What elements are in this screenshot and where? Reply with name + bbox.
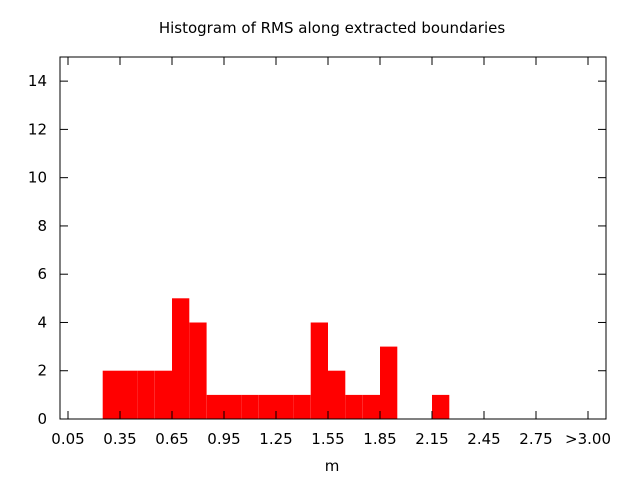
x-tick-label-2: 0.65 [155, 430, 188, 448]
histogram-bar-13 [328, 370, 346, 419]
histogram-bar-17 [432, 394, 450, 419]
histogram-bar-5 [189, 322, 207, 419]
histogram-bar-6 [206, 394, 224, 419]
histogram-bar-0 [102, 370, 120, 419]
y-tick-label-6: 12 [28, 120, 47, 138]
x-tick-label-1: 0.35 [103, 430, 136, 448]
histogram-bar-15 [362, 394, 380, 419]
histogram-bar-1 [120, 370, 138, 419]
x-tick-label-5: 1.55 [311, 430, 344, 448]
x-tick-label-0: 0.05 [51, 430, 84, 448]
x-tick-label-6: 1.85 [363, 430, 396, 448]
histogram-bar-2 [137, 370, 155, 419]
y-tick-label-7: 14 [28, 72, 47, 90]
histogram-bar-10 [276, 394, 294, 419]
bars-group [102, 298, 450, 419]
plot-frame [59, 56, 607, 420]
histogram-bar-4 [172, 298, 190, 419]
x-tick-label-10: >3.00 [565, 430, 611, 448]
histogram-bar-7 [224, 394, 242, 419]
x-tick-label-4: 1.25 [259, 430, 292, 448]
y-tick-label-2: 4 [37, 313, 47, 331]
histogram-bar-9 [258, 394, 276, 419]
x-tick-label-7: 2.15 [415, 430, 448, 448]
y-tick-label-4: 8 [37, 217, 47, 235]
x-tick-label-3: 0.95 [207, 430, 240, 448]
y-tick-label-3: 6 [37, 265, 47, 283]
histogram-bar-8 [241, 394, 259, 419]
y-tick-label-5: 10 [28, 169, 47, 187]
histogram-bar-12 [310, 322, 328, 419]
ticks-group: 0 2 4 6 8 10 12 14 0.05 0.35 0.65 0.95 1.25 1.55 1.85 2… [28, 57, 611, 448]
x-tick-label-9: 2.75 [519, 430, 552, 448]
histogram-bar-14 [345, 394, 363, 419]
x-tick-label-8: 2.45 [467, 430, 500, 448]
y-tick-label-0: 0 [37, 410, 47, 428]
histogram-bar-11 [293, 394, 311, 419]
chart-title: Histogram of RMS along extracted boundar… [159, 19, 506, 37]
histogram-bar-16 [380, 346, 398, 419]
x-axis-label: m [325, 457, 340, 475]
y-tick-label-1: 2 [37, 362, 47, 380]
histogram-bar-3 [154, 370, 172, 419]
